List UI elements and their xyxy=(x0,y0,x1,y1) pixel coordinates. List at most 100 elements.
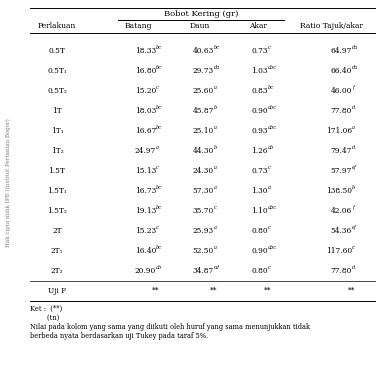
Text: bc: bc xyxy=(268,85,274,90)
Text: bc: bc xyxy=(156,45,162,50)
Text: Nilai pada kolom yang sama yang diikuti oleh huruf yang sama menunjukkan tidak: Nilai pada kolom yang sama yang diikuti … xyxy=(30,323,310,331)
Text: c: c xyxy=(156,85,159,90)
Text: 138.50: 138.50 xyxy=(326,187,352,195)
Text: **: ** xyxy=(210,287,218,295)
Text: abc: abc xyxy=(268,205,277,210)
Text: Batang: Batang xyxy=(124,22,152,30)
Text: 0.83: 0.83 xyxy=(251,87,268,95)
Text: 0.73: 0.73 xyxy=(251,167,268,175)
Text: 1T₁: 1T₁ xyxy=(51,127,63,135)
Text: 52.50: 52.50 xyxy=(193,247,214,255)
Text: 0.5T: 0.5T xyxy=(48,47,66,55)
Text: 77.80: 77.80 xyxy=(331,267,352,275)
Text: a: a xyxy=(214,165,217,170)
Text: 1.30: 1.30 xyxy=(251,187,268,195)
Text: 16.40: 16.40 xyxy=(134,247,156,255)
Text: 19.13: 19.13 xyxy=(135,207,156,215)
Text: b: b xyxy=(214,105,217,110)
Text: 16.73: 16.73 xyxy=(135,187,156,195)
Text: da: da xyxy=(214,65,220,70)
Text: 15.20: 15.20 xyxy=(135,87,156,95)
Text: berbeda nyata berdasarkan uji Tukey pada taraf 5%.: berbeda nyata berdasarkan uji Tukey pada… xyxy=(30,332,208,340)
Text: **: ** xyxy=(264,287,272,295)
Text: 1.10: 1.10 xyxy=(251,207,268,215)
Text: 0.90: 0.90 xyxy=(251,107,268,115)
Text: 25.10: 25.10 xyxy=(193,127,214,135)
Text: c: c xyxy=(214,205,217,210)
Text: cd: cd xyxy=(214,265,220,270)
Text: 79.47: 79.47 xyxy=(331,147,352,155)
Text: a: a xyxy=(352,125,355,130)
Text: ab: ab xyxy=(268,145,274,150)
Text: 18.33: 18.33 xyxy=(135,47,156,55)
Text: Bobot Kering (gr): Bobot Kering (gr) xyxy=(164,10,238,18)
Text: 117.60: 117.60 xyxy=(326,247,352,255)
Text: bc: bc xyxy=(156,65,162,70)
Text: 66.40: 66.40 xyxy=(331,67,352,75)
Text: 1.26: 1.26 xyxy=(251,147,268,155)
Text: (tn): (tn) xyxy=(30,314,59,322)
Text: bc: bc xyxy=(156,105,162,110)
Text: 15.13: 15.13 xyxy=(135,167,156,175)
Text: a: a xyxy=(214,245,217,250)
Text: 35.70: 35.70 xyxy=(193,207,214,215)
Text: 0.80: 0.80 xyxy=(251,227,268,235)
Text: **: ** xyxy=(152,287,160,295)
Text: bc: bc xyxy=(156,245,162,250)
Text: 24.30: 24.30 xyxy=(193,167,214,175)
Text: 34.87: 34.87 xyxy=(193,267,214,275)
Text: c: c xyxy=(268,225,271,230)
Text: 64.97: 64.97 xyxy=(331,47,352,55)
Text: 16.80: 16.80 xyxy=(134,67,156,75)
Text: Ket :  (**): Ket : (**) xyxy=(30,305,62,313)
Text: 2T: 2T xyxy=(52,227,62,235)
Text: 44.30: 44.30 xyxy=(193,147,214,155)
Text: Akar: Akar xyxy=(249,22,267,30)
Text: d: d xyxy=(352,145,355,150)
Text: b: b xyxy=(352,185,355,190)
Text: bc: bc xyxy=(214,45,220,50)
Text: 0.93: 0.93 xyxy=(251,127,268,135)
Text: 45.87: 45.87 xyxy=(193,107,214,115)
Text: abc: abc xyxy=(268,245,277,250)
Text: 77.80: 77.80 xyxy=(331,107,352,115)
Text: 0.80: 0.80 xyxy=(251,267,268,275)
Text: 0.90: 0.90 xyxy=(251,247,268,255)
Text: a: a xyxy=(214,125,217,130)
Text: bc: bc xyxy=(156,125,162,130)
Text: f: f xyxy=(352,205,354,210)
Text: 0.5T₁: 0.5T₁ xyxy=(47,67,67,75)
Text: c: c xyxy=(268,45,271,50)
Text: 15.23: 15.23 xyxy=(135,227,156,235)
Text: a: a xyxy=(156,145,159,150)
Text: 42.06: 42.06 xyxy=(331,207,352,215)
Text: 2T₁: 2T₁ xyxy=(51,247,63,255)
Text: c: c xyxy=(268,165,271,170)
Text: ab: ab xyxy=(156,265,162,270)
Text: c: c xyxy=(156,225,159,230)
Text: Hak cipta milik IPB (Institut Pertanian Bogor): Hak cipta milik IPB (Institut Pertanian … xyxy=(5,118,11,247)
Text: 1.5T: 1.5T xyxy=(48,167,66,175)
Text: 57.30: 57.30 xyxy=(193,187,214,195)
Text: da: da xyxy=(352,45,358,50)
Text: Daun: Daun xyxy=(190,22,210,30)
Text: 0.5T₂: 0.5T₂ xyxy=(47,87,67,95)
Text: a: a xyxy=(214,225,217,230)
Text: 1.5T₂: 1.5T₂ xyxy=(47,207,67,215)
Text: Ratio Tajuk/akar: Ratio Tajuk/akar xyxy=(301,22,363,30)
Text: Perlakuan: Perlakuan xyxy=(38,22,76,30)
Text: 54.36: 54.36 xyxy=(331,227,352,235)
Text: c: c xyxy=(156,165,159,170)
Text: 1.5T₁: 1.5T₁ xyxy=(47,187,67,195)
Text: 171.06: 171.06 xyxy=(326,127,352,135)
Text: a: a xyxy=(268,185,271,190)
Text: 0.73: 0.73 xyxy=(251,47,268,55)
Text: da: da xyxy=(352,65,358,70)
Text: b: b xyxy=(214,145,217,150)
Text: 1T₂: 1T₂ xyxy=(51,147,63,155)
Text: c: c xyxy=(268,265,271,270)
Text: abc: abc xyxy=(268,125,277,130)
Text: 2T₂: 2T₂ xyxy=(51,267,63,275)
Text: ef: ef xyxy=(352,165,357,170)
Text: abc: abc xyxy=(268,65,277,70)
